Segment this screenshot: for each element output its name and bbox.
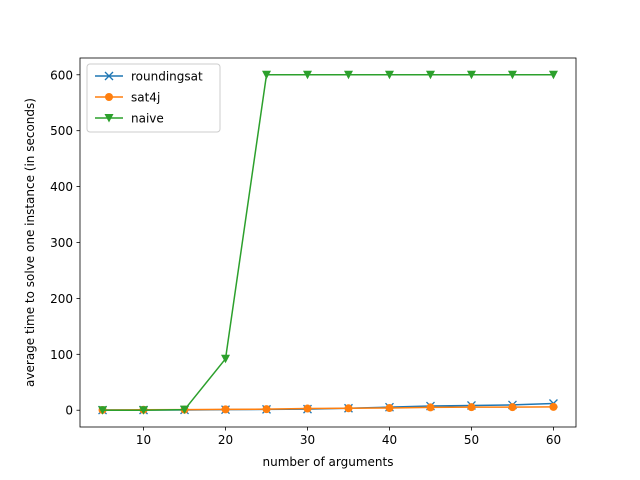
legend-item-sat4j: sat4j xyxy=(95,91,160,105)
y-tick-label: 500 xyxy=(50,124,73,138)
data-point-naive xyxy=(548,70,558,80)
series-naive xyxy=(98,70,558,415)
data-point-sat4j xyxy=(426,403,435,412)
x-tick-label: 10 xyxy=(136,433,151,447)
data-point-sat4j xyxy=(344,404,353,413)
x-axis-label: number of arguments xyxy=(263,455,394,469)
data-point-naive xyxy=(180,405,190,415)
data-point-sat4j xyxy=(221,405,230,414)
y-tick-label: 200 xyxy=(50,292,73,306)
x-tick-label: 40 xyxy=(382,433,397,447)
y-axis-label: average time to solve one instance (in s… xyxy=(23,98,37,387)
data-point-naive xyxy=(507,70,517,80)
data-point-naive xyxy=(303,70,313,80)
legend-label: naive xyxy=(131,112,164,126)
legend-item-roundingsat: roundingsat xyxy=(95,70,203,84)
data-point-sat4j xyxy=(385,403,394,412)
legend-box xyxy=(86,63,221,133)
y-tick-label: 600 xyxy=(50,68,73,82)
y-tick-label: 0 xyxy=(65,404,73,418)
data-point-naive xyxy=(384,70,394,80)
data-point-naive xyxy=(139,406,149,415)
legend: roundingsat sat4j naive xyxy=(86,63,221,133)
x-tick-label: 50 xyxy=(464,433,479,447)
x-tick-label: 60 xyxy=(546,433,561,447)
legend-marker xyxy=(104,71,114,81)
data-point-naive xyxy=(98,406,108,415)
data-point-naive xyxy=(425,70,435,80)
legend-label: roundingsat xyxy=(131,70,203,84)
legend-item-naive: naive xyxy=(95,112,164,126)
data-point-sat4j xyxy=(549,402,558,411)
data-point-sat4j xyxy=(303,404,312,413)
legend-marker xyxy=(104,114,114,123)
series-line-naive xyxy=(102,74,554,411)
x-marker-stroke xyxy=(104,71,114,81)
data-point-naive xyxy=(343,70,353,80)
data-point-naive xyxy=(466,70,476,80)
data-point-naive xyxy=(221,354,231,364)
plot-frame xyxy=(79,57,577,428)
x-tick-label: 20 xyxy=(218,433,233,447)
x-tick-label: 30 xyxy=(300,433,315,447)
data-point-naive xyxy=(262,70,272,80)
legend-label: sat4j xyxy=(131,91,160,105)
data-point-sat4j xyxy=(508,403,517,412)
legend-marker xyxy=(105,93,113,101)
data-point-sat4j xyxy=(467,403,476,412)
y-tick-label: 300 xyxy=(50,236,73,250)
data-point-sat4j xyxy=(262,405,271,414)
y-tick-label: 400 xyxy=(50,180,73,194)
series-group xyxy=(98,70,558,415)
y-tick-label: 100 xyxy=(50,348,73,362)
